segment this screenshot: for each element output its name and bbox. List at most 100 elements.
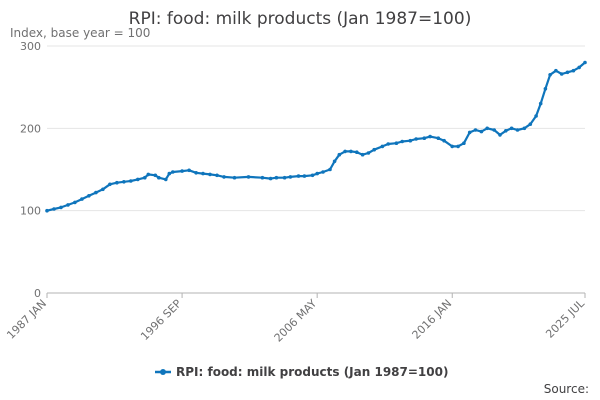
data-point[interactable] <box>59 205 63 210</box>
data-point[interactable] <box>414 137 418 141</box>
data-point[interactable] <box>153 173 158 178</box>
chart-title: RPI: food: milk products (Jan 1987=100) <box>129 9 472 29</box>
data-point[interactable] <box>577 65 581 70</box>
series-line-group[interactable] <box>45 60 587 213</box>
data-point[interactable] <box>232 175 237 180</box>
data-point[interactable] <box>187 168 191 173</box>
y-tick-label: 0 <box>34 287 41 300</box>
y-tick-label: 300 <box>20 40 41 53</box>
data-point[interactable] <box>534 114 538 118</box>
data-point[interactable] <box>328 167 332 172</box>
data-point[interactable] <box>538 101 543 106</box>
data-point[interactable] <box>52 207 56 211</box>
data-point[interactable] <box>372 147 377 152</box>
data-point[interactable] <box>80 197 84 201</box>
data-point[interactable] <box>408 138 413 143</box>
data-point[interactable] <box>485 126 490 131</box>
data-point[interactable] <box>45 208 49 213</box>
data-point[interactable] <box>321 170 325 174</box>
data-point[interactable] <box>87 194 91 198</box>
data-point[interactable] <box>380 144 385 149</box>
data-point[interactable] <box>479 129 484 134</box>
data-point[interactable] <box>157 175 161 180</box>
data-point[interactable] <box>332 159 337 164</box>
data-point[interactable] <box>66 203 70 207</box>
data-point[interactable] <box>400 139 405 144</box>
data-point[interactable] <box>343 149 347 154</box>
x-tick-label: 2016 JAN <box>410 297 455 342</box>
data-point[interactable] <box>215 173 219 178</box>
data-point[interactable] <box>462 141 466 145</box>
data-point[interactable] <box>442 138 446 143</box>
data-point[interactable] <box>268 176 273 181</box>
data-point[interactable] <box>246 175 251 179</box>
data-point[interactable] <box>492 128 497 132</box>
data-point[interactable] <box>509 126 514 131</box>
data-point[interactable] <box>164 177 168 182</box>
data-point[interactable] <box>94 190 98 195</box>
data-point[interactable] <box>180 169 184 173</box>
data-point[interactable] <box>456 144 460 149</box>
data-point[interactable] <box>136 177 140 182</box>
data-point[interactable] <box>366 151 371 155</box>
data-point[interactable] <box>201 171 205 176</box>
data-point[interactable] <box>282 175 287 180</box>
data-point[interactable] <box>208 172 212 177</box>
source-label: Source: <box>544 382 589 396</box>
data-point[interactable] <box>115 180 119 185</box>
data-point[interactable] <box>171 170 175 174</box>
data-point[interactable] <box>167 171 172 176</box>
legend-entry-label[interactable]: RPI: food: milk products (Jan 1987=100) <box>176 365 448 379</box>
data-point[interactable] <box>386 142 391 146</box>
data-point[interactable] <box>315 171 320 176</box>
data-point[interactable] <box>473 128 478 132</box>
y-tick-label: 100 <box>20 205 41 218</box>
data-point[interactable] <box>515 128 520 132</box>
x-tick-label: 2006 MAY <box>272 297 320 345</box>
data-point[interactable] <box>122 180 126 184</box>
series-line[interactable] <box>46 61 586 212</box>
data-point[interactable] <box>101 187 105 192</box>
data-point[interactable] <box>222 175 226 179</box>
data-point[interactable] <box>310 173 315 178</box>
data-point[interactable] <box>571 68 576 73</box>
data-point[interactable] <box>559 72 564 76</box>
data-point[interactable] <box>436 136 441 140</box>
data-point[interactable] <box>296 174 301 178</box>
data-point[interactable] <box>522 126 527 131</box>
data-point[interactable] <box>565 70 570 75</box>
data-point[interactable] <box>194 171 198 175</box>
grid-lines <box>47 45 585 212</box>
data-point[interactable] <box>349 149 353 154</box>
data-point[interactable] <box>450 144 455 149</box>
data-point[interactable] <box>288 175 293 179</box>
data-point[interactable] <box>73 200 77 205</box>
data-point[interactable] <box>394 141 399 145</box>
x-tick-label: 1996 SEP <box>138 297 184 343</box>
data-point[interactable] <box>467 130 472 135</box>
data-point[interactable] <box>129 179 133 183</box>
data-point[interactable] <box>428 134 432 139</box>
y-tick-label: 200 <box>20 122 41 135</box>
data-point[interactable] <box>143 175 147 180</box>
x-tick-label: 2025 JUL <box>543 296 587 340</box>
data-point[interactable] <box>337 152 342 157</box>
data-point[interactable] <box>360 152 365 157</box>
data-point[interactable] <box>108 182 112 187</box>
data-point[interactable] <box>498 133 502 137</box>
x-tick-label: 1987 JAN <box>4 297 49 342</box>
data-point[interactable] <box>583 60 587 65</box>
data-point[interactable] <box>422 136 427 140</box>
data-point[interactable] <box>504 129 508 133</box>
data-point[interactable] <box>274 175 279 180</box>
data-point[interactable] <box>543 87 548 91</box>
data-point[interactable] <box>528 122 533 126</box>
data-point[interactable] <box>355 150 359 154</box>
data-point[interactable] <box>302 174 307 178</box>
data-point[interactable] <box>260 175 265 180</box>
data-point[interactable] <box>554 68 558 73</box>
data-point[interactable] <box>146 172 151 177</box>
legend[interactable]: RPI: food: milk products (Jan 1987=100) <box>155 365 448 379</box>
data-point[interactable] <box>548 73 552 77</box>
